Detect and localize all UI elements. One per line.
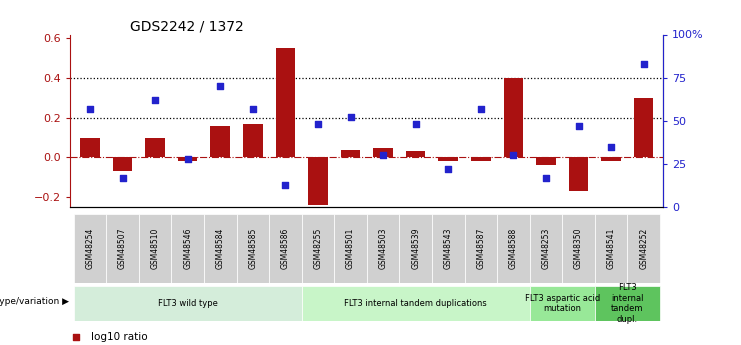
Bar xyxy=(269,214,302,283)
Point xyxy=(247,106,259,111)
Text: GSM48254: GSM48254 xyxy=(85,228,94,269)
Text: GSM48584: GSM48584 xyxy=(216,228,225,269)
Point xyxy=(345,115,356,120)
Point xyxy=(638,61,650,67)
Text: GSM48255: GSM48255 xyxy=(313,228,322,269)
Bar xyxy=(432,214,465,283)
Bar xyxy=(204,214,236,283)
Text: GSM48252: GSM48252 xyxy=(639,228,648,269)
Bar xyxy=(145,138,165,157)
Text: GSM48253: GSM48253 xyxy=(542,228,551,269)
Text: GSM48510: GSM48510 xyxy=(150,228,159,269)
Text: FLT3 internal tandem duplications: FLT3 internal tandem duplications xyxy=(345,299,487,308)
Point xyxy=(149,97,161,103)
Bar xyxy=(171,214,204,283)
Bar xyxy=(634,98,654,157)
Text: FLT3 wild type: FLT3 wild type xyxy=(158,299,218,308)
Text: GDS2242 / 1372: GDS2242 / 1372 xyxy=(130,19,244,33)
Text: GSM48586: GSM48586 xyxy=(281,228,290,269)
Bar xyxy=(595,286,660,321)
Text: GSM48543: GSM48543 xyxy=(444,228,453,269)
Bar xyxy=(73,286,302,321)
Point xyxy=(214,83,226,89)
Bar xyxy=(106,214,139,283)
Bar xyxy=(595,214,628,283)
Point xyxy=(116,175,128,180)
Bar xyxy=(178,157,197,161)
Text: GSM48501: GSM48501 xyxy=(346,228,355,269)
Point xyxy=(508,152,519,158)
Point xyxy=(377,152,389,158)
Point xyxy=(605,144,617,149)
Bar xyxy=(601,157,621,161)
Bar xyxy=(139,214,171,283)
Bar xyxy=(439,157,458,161)
Bar xyxy=(302,214,334,283)
Text: log10 ratio: log10 ratio xyxy=(91,332,147,342)
Bar xyxy=(334,214,367,283)
Point xyxy=(182,156,193,161)
Bar xyxy=(73,214,106,283)
Text: GSM48539: GSM48539 xyxy=(411,228,420,269)
Point xyxy=(442,166,454,172)
Bar xyxy=(276,48,295,157)
Bar xyxy=(210,126,230,157)
Bar xyxy=(504,78,523,157)
Bar xyxy=(562,214,595,283)
Bar xyxy=(530,286,595,321)
Point xyxy=(415,50,427,56)
Text: GSM48587: GSM48587 xyxy=(476,228,485,269)
Bar xyxy=(399,214,432,283)
Bar xyxy=(243,124,262,157)
Bar xyxy=(302,286,530,321)
Bar xyxy=(308,157,328,205)
Bar xyxy=(536,157,556,165)
Text: GSM48503: GSM48503 xyxy=(379,228,388,269)
Bar xyxy=(471,157,491,161)
Text: GSM48588: GSM48588 xyxy=(509,228,518,269)
Point xyxy=(279,182,291,187)
Bar xyxy=(406,151,425,157)
Bar xyxy=(628,214,660,283)
Point xyxy=(540,175,552,180)
Point xyxy=(475,106,487,111)
Text: GSM48585: GSM48585 xyxy=(248,228,257,269)
Bar xyxy=(236,214,269,283)
Bar xyxy=(367,214,399,283)
Text: genotype/variation ▶: genotype/variation ▶ xyxy=(0,297,69,306)
Bar xyxy=(113,157,133,171)
Point xyxy=(573,123,585,129)
Text: FLT3
internal
tandem
dupl.: FLT3 internal tandem dupl. xyxy=(611,284,644,324)
Bar xyxy=(80,138,100,157)
Text: FLT3 aspartic acid
mutation: FLT3 aspartic acid mutation xyxy=(525,294,600,313)
Text: GSM48541: GSM48541 xyxy=(607,228,616,269)
Bar xyxy=(497,214,530,283)
Point xyxy=(312,121,324,127)
Text: GSM48507: GSM48507 xyxy=(118,228,127,269)
Bar xyxy=(465,214,497,283)
Point xyxy=(410,121,422,127)
Bar xyxy=(530,214,562,283)
Bar xyxy=(373,148,393,157)
Bar xyxy=(341,149,360,157)
Text: GSM48546: GSM48546 xyxy=(183,228,192,269)
Point xyxy=(415,242,427,248)
Text: GSM48350: GSM48350 xyxy=(574,228,583,269)
Bar xyxy=(569,157,588,191)
Point xyxy=(84,106,96,111)
